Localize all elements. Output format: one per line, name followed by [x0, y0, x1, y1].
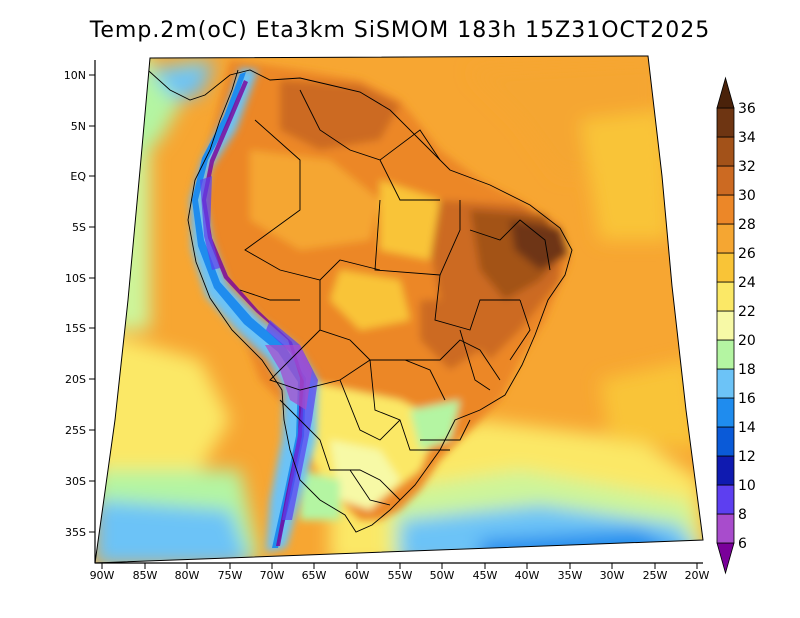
lat-label-25S: 25S: [65, 424, 86, 437]
colorbar-label: 14: [738, 420, 756, 436]
colorbar-label: 18: [738, 362, 756, 378]
colorbar-label: 32: [738, 159, 756, 175]
lat-label-5N: 5N: [71, 120, 86, 133]
lon-label-85W: 85W: [133, 569, 158, 582]
lat-label-35S: 35S: [65, 526, 86, 539]
colorbar-label: 26: [738, 246, 756, 262]
lon-label-50W: 50W: [430, 569, 455, 582]
lon-label-70W: 70W: [260, 569, 285, 582]
longitude-labels: 90W 85W 80W 75W 70W 65W 60W 55W 50W 45W …: [90, 569, 710, 582]
colorbar-swatch: [717, 166, 734, 195]
lon-label-80W: 80W: [175, 569, 200, 582]
lat-label-30S: 30S: [65, 475, 86, 488]
colorbar-swatch: [717, 514, 734, 543]
temperature-field: [90, 50, 710, 570]
lat-label-10S: 10S: [65, 272, 86, 285]
colorbar-swatch: [717, 195, 734, 224]
colorbar: 6 8 10 12 14 16 18 20 22 24 26 28 30 32 34 36: [717, 78, 756, 573]
colorbar-label: 10: [738, 478, 756, 494]
lon-label-30W: 30W: [600, 569, 625, 582]
colorbar-swatch: [717, 282, 734, 311]
colorbar-label: 6: [738, 536, 747, 552]
lat-label-15S: 15S: [65, 322, 86, 335]
colorbar-label: 28: [738, 217, 756, 233]
colorbar-swatch: [717, 224, 734, 253]
colorbar-swatch: [717, 340, 734, 369]
latitude-labels: 10N 5N EQ 5S 10S 15S 20S 25S 30S 35S: [64, 69, 87, 539]
colorbar-label: 34: [738, 130, 756, 146]
colorbar-swatch: [717, 311, 734, 340]
lon-label-75W: 75W: [218, 569, 243, 582]
colorbar-label: 8: [738, 507, 747, 523]
lon-label-55W: 55W: [388, 569, 413, 582]
lat-label-5S: 5S: [72, 221, 86, 234]
lon-label-45W: 45W: [473, 569, 498, 582]
lon-label-90W: 90W: [90, 569, 115, 582]
colorbar-label: 22: [738, 304, 756, 320]
colorbar-label: 36: [738, 101, 756, 117]
colorbar-swatch: [717, 456, 734, 485]
colorbar-swatch: [717, 108, 734, 137]
colorbar-swatch: [717, 253, 734, 282]
colorbar-swatch: [717, 369, 734, 398]
colorbar-swatch: [717, 485, 734, 514]
lat-label-EQ: EQ: [70, 170, 86, 183]
colorbar-swatch: [717, 398, 734, 427]
lon-label-40W: 40W: [515, 569, 540, 582]
colorbar-label: 20: [738, 333, 756, 349]
lon-label-20W: 20W: [685, 569, 710, 582]
colorbar-over-triangle: [717, 78, 734, 108]
lon-label-65W: 65W: [302, 569, 327, 582]
lon-label-35W: 35W: [558, 569, 583, 582]
latitude-axis: [89, 75, 95, 532]
colorbar-under-triangle: [717, 543, 734, 573]
colorbar-swatch: [717, 427, 734, 456]
colorbar-label: 24: [738, 275, 756, 291]
lat-label-20S: 20S: [65, 373, 86, 386]
colorbar-label: 30: [738, 188, 756, 204]
lon-label-60W: 60W: [345, 569, 370, 582]
colorbar-swatch: [717, 137, 734, 166]
colorbar-label: 12: [738, 449, 756, 465]
lon-label-25W: 25W: [643, 569, 668, 582]
lat-label-10N: 10N: [64, 69, 86, 82]
colorbar-label: 16: [738, 391, 756, 407]
